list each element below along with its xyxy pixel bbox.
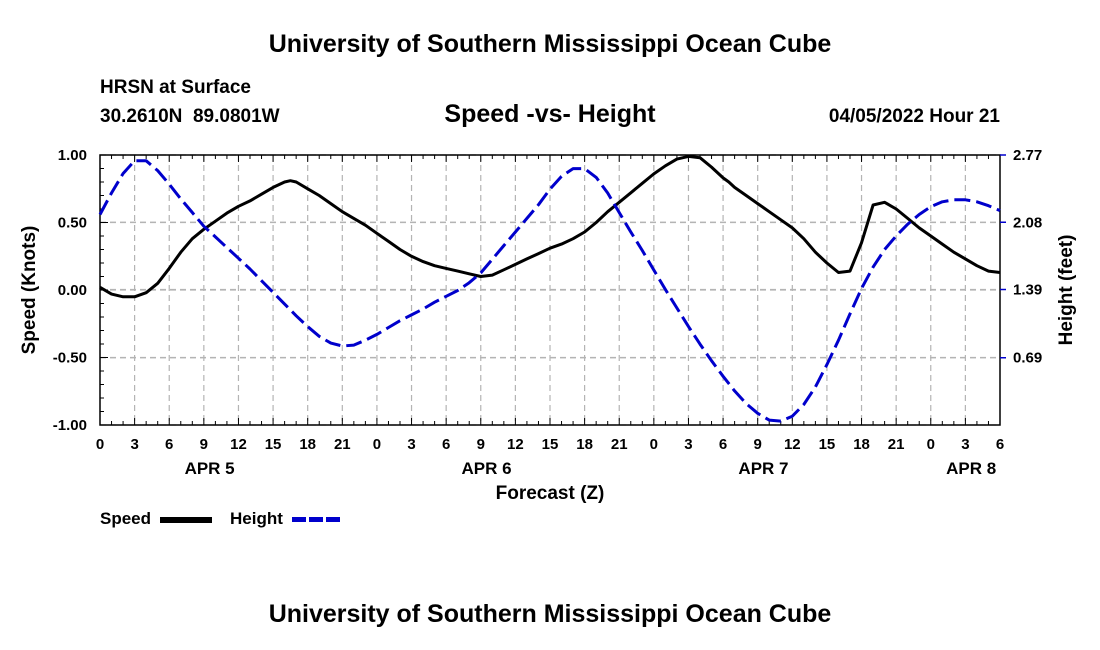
x-tick-label: 6 bbox=[719, 436, 727, 453]
y-tick-label: 0.50 bbox=[58, 215, 87, 232]
y2-tick-label: 2.08 bbox=[1013, 214, 1042, 231]
day-label: APR 7 bbox=[738, 459, 788, 478]
coordinates-label: 30.2610N 89.0801W bbox=[100, 106, 280, 127]
x-tick-label: 0 bbox=[96, 436, 104, 453]
x-tick-label: 0 bbox=[373, 436, 381, 453]
x-tick-label: 15 bbox=[819, 436, 836, 453]
x-tick-label: 12 bbox=[507, 436, 524, 453]
y-tick-label: 0.00 bbox=[58, 282, 87, 299]
x-tick-label: 0 bbox=[650, 436, 658, 453]
x-tick-label: 6 bbox=[442, 436, 450, 453]
y2-tick-label: 2.77 bbox=[1013, 147, 1042, 164]
speed-height-chart: 0 3 6 9 12 15 18 21 0 3 6 9 12 15 18 21 0 3 6 9 12 15 18 21 0 3 6A… bbox=[19, 147, 1077, 478]
y2-tick-label: 0.69 bbox=[1013, 350, 1042, 367]
x-tick-label: 6 bbox=[165, 436, 173, 453]
legend-speed-label: Speed bbox=[100, 509, 152, 528]
x-axis-label: Forecast (Z) bbox=[495, 483, 605, 504]
forecast-datetime: 04/05/2022 Hour 21 bbox=[828, 106, 1000, 127]
x-tick-label: 3 bbox=[684, 436, 692, 453]
page-title: University of Southern Mississippi Ocean… bbox=[268, 30, 832, 58]
x-tick-label: 0 bbox=[927, 436, 935, 453]
x-tick-label: 9 bbox=[477, 436, 485, 453]
x-tick-label: 18 bbox=[576, 436, 593, 453]
x-tick-label: 12 bbox=[784, 436, 801, 453]
x-tick-label: 12 bbox=[230, 436, 247, 453]
legend-speed-swatch bbox=[160, 517, 212, 523]
x-tick-label: 21 bbox=[334, 436, 351, 453]
y-tick-label: 1.00 bbox=[58, 147, 87, 164]
grid-lines bbox=[100, 154, 1000, 426]
series-lines bbox=[98, 154, 1001, 423]
x-tick-label: 3 bbox=[961, 436, 969, 453]
chart-title: Speed -vs- Height bbox=[444, 100, 656, 128]
station-label: HRSN at Surface bbox=[100, 77, 251, 98]
y-tick-label: -0.50 bbox=[53, 350, 87, 367]
legend-height-label: Height bbox=[230, 509, 283, 528]
legend-height-swatch bbox=[292, 517, 342, 522]
day-label: APR 5 bbox=[185, 459, 235, 478]
footer-title: University of Southern Mississippi Ocean… bbox=[268, 600, 832, 628]
x-tick-label: 6 bbox=[996, 436, 1004, 453]
y2-axis-label: Height (feet) bbox=[1056, 235, 1077, 346]
x-tick-label: 15 bbox=[265, 436, 282, 453]
day-label: APR 6 bbox=[461, 459, 511, 478]
series-line-height bbox=[98, 159, 1001, 423]
x-tick-label: 21 bbox=[611, 436, 628, 453]
axes bbox=[99, 154, 1006, 426]
x-tick-label: 3 bbox=[407, 436, 415, 453]
x-tick-label: 9 bbox=[200, 436, 208, 453]
x-tick-label: 21 bbox=[888, 436, 905, 453]
y-axis-label: Speed (Knots) bbox=[19, 226, 40, 355]
x-tick-label: 3 bbox=[130, 436, 138, 453]
x-tick-label: 15 bbox=[542, 436, 559, 453]
x-tick-label: 18 bbox=[299, 436, 316, 453]
x-tick-label: 18 bbox=[853, 436, 870, 453]
x-tick-label: 9 bbox=[754, 436, 762, 453]
series-line-speed bbox=[99, 154, 1001, 299]
y2-tick-label: 1.39 bbox=[1013, 282, 1042, 299]
day-label: APR 8 bbox=[946, 459, 996, 478]
tick-labels: 0 3 6 9 12 15 18 21 0 3 6 9 12 15 18 21 0 3 6 9 12 15 18 21 0 3 6A… bbox=[19, 147, 1077, 478]
y-tick-label: -1.00 bbox=[53, 417, 87, 434]
